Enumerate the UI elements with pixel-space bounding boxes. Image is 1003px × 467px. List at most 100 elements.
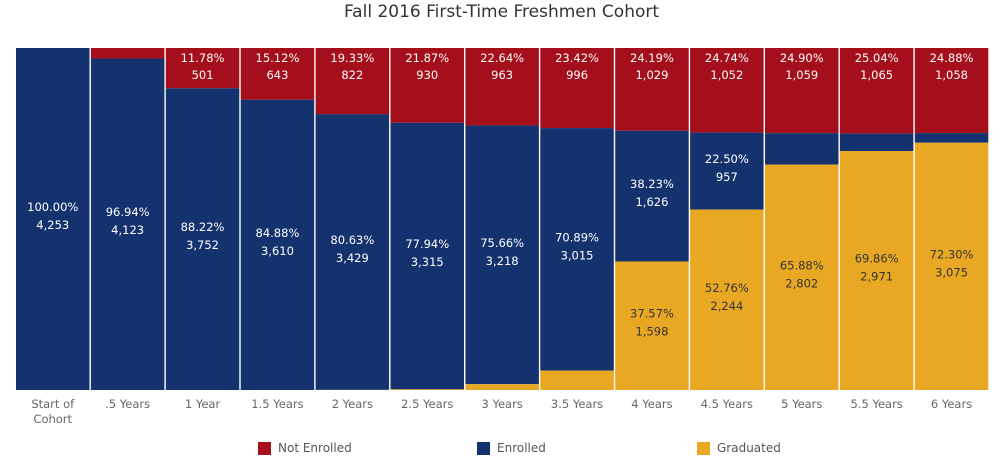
x-tick-label-10: 5 Years [781, 397, 822, 411]
legend: Not Enrolled Enrolled Graduated [0, 441, 1003, 461]
data-label-count-not-enrolled-11: 1,065 [860, 68, 893, 82]
data-label-count-not-enrolled-6: 963 [491, 68, 513, 82]
bar-enrolled-8 [615, 130, 689, 262]
data-label-percent-enrolled-8: 38.23% [630, 177, 674, 191]
data-label-percent-graduated-11: 69.86% [855, 252, 899, 266]
bar-enrolled-1 [90, 58, 165, 390]
bar-enrolled-11 [839, 133, 914, 152]
data-label-count-enrolled-1: 4,123 [111, 223, 144, 237]
data-label-count-enrolled-7: 3,015 [561, 248, 594, 262]
x-tick-label-1: .5 Years [105, 397, 150, 411]
legend-swatch-not-enrolled [258, 441, 271, 455]
bar-graduated-9 [690, 209, 764, 390]
x-tick-label-0-0: Start of [31, 397, 75, 411]
data-label-percent-enrolled-0: 100.00% [27, 200, 78, 214]
data-label-count-not-enrolled-7: 996 [566, 68, 588, 82]
bar-not-enrolled-4 [315, 48, 390, 115]
data-label-count-not-enrolled-12: 1,058 [935, 68, 968, 82]
bar-not-enrolled-3 [240, 48, 315, 100]
bar-enrolled-3 [240, 99, 315, 391]
bar-not-enrolled-6 [465, 48, 539, 126]
bar-enrolled-9 [690, 132, 764, 210]
data-label-count-not-enrolled-9: 1,052 [710, 68, 743, 82]
data-label-percent-graduated-8: 37.57% [630, 307, 674, 321]
data-label-percent-not-enrolled-10: 24.90% [780, 51, 824, 65]
data-label-count-not-enrolled-2: 501 [192, 68, 214, 82]
data-label-percent-enrolled-6: 75.66% [480, 236, 524, 250]
data-label-percent-graduated-9: 52.76% [705, 281, 749, 295]
legend-swatch-graduated [697, 441, 710, 455]
legend-item-graduated: Graduated [697, 441, 781, 455]
data-label-count-enrolled-8: 1,626 [635, 195, 668, 209]
bar-not-enrolled-9 [690, 48, 764, 133]
data-label-count-graduated-11: 2,971 [860, 270, 893, 284]
x-tick-label-5: 2.5 Years [401, 397, 453, 411]
x-tick-label-8: 4 Years [631, 397, 672, 411]
data-label-percent-not-enrolled-11: 25.04% [855, 51, 899, 65]
bar-enrolled-2 [165, 88, 240, 390]
data-label-count-not-enrolled-8: 1,029 [635, 68, 668, 82]
data-label-count-enrolled-2: 3,752 [186, 238, 219, 252]
data-label-percent-not-enrolled-8: 24.19% [630, 51, 674, 65]
bar-graduated-6 [465, 384, 539, 390]
bar-graduated-8 [615, 261, 689, 390]
bar-graduated-10 [765, 164, 839, 390]
data-label-percent-graduated-10: 65.88% [780, 258, 824, 272]
data-label-percent-enrolled-9: 22.50% [705, 152, 749, 166]
bar-enrolled-0 [16, 48, 90, 390]
x-tick-label-4: 2 Years [332, 397, 373, 411]
legend-item-enrolled: Enrolled [477, 441, 546, 455]
x-tick-label-0-1: Cohort [33, 412, 72, 426]
legend-swatch-enrolled [477, 441, 490, 455]
bar-enrolled-4 [315, 114, 390, 390]
data-label-percent-enrolled-7: 70.89% [555, 230, 599, 244]
bar-enrolled-7 [540, 128, 614, 371]
data-label-count-enrolled-0: 4,253 [36, 218, 69, 232]
bar-enrolled-12 [914, 133, 989, 143]
data-label-percent-graduated-12: 72.30% [930, 247, 974, 261]
x-tick-label-6: 3 Years [481, 397, 522, 411]
x-tick-label-9: 4.5 Years [701, 397, 753, 411]
data-label-count-not-enrolled-5: 930 [416, 68, 438, 82]
data-label-count-enrolled-5: 3,315 [411, 255, 444, 269]
bar-graduated-7 [540, 370, 614, 390]
x-tick-label-7: 3.5 Years [551, 397, 603, 411]
legend-item-not-enrolled: Not Enrolled [258, 441, 352, 455]
data-label-count-enrolled-4: 3,429 [336, 251, 369, 265]
bar-enrolled-10 [765, 133, 839, 165]
data-label-count-enrolled-6: 3,218 [486, 254, 519, 268]
data-label-percent-not-enrolled-4: 19.33% [330, 51, 374, 65]
data-label-count-not-enrolled-4: 822 [341, 68, 363, 82]
bar-not-enrolled-7 [540, 48, 614, 129]
bar-graduated-12 [914, 142, 989, 390]
data-label-percent-not-enrolled-5: 21.87% [405, 51, 449, 65]
bar-not-enrolled-11 [839, 48, 914, 134]
data-label-percent-not-enrolled-2: 11.78% [181, 51, 225, 65]
data-label-count-graduated-10: 2,802 [785, 276, 818, 290]
data-label-percent-enrolled-2: 88.22% [181, 220, 225, 234]
bar-not-enrolled-5 [390, 48, 464, 123]
bar-graduated-11 [839, 151, 914, 390]
data-label-count-not-enrolled-10: 1,059 [785, 68, 818, 82]
chart-title: Fall 2016 First-Time Freshmen Cohort [343, 2, 660, 22]
data-label-count-not-enrolled-3: 643 [266, 68, 288, 82]
data-label-percent-enrolled-4: 80.63% [330, 233, 374, 247]
data-label-percent-enrolled-3: 84.88% [256, 226, 300, 240]
bar-not-enrolled-8 [615, 48, 689, 131]
x-tick-label-2: 1 Year [185, 397, 221, 411]
data-label-count-graduated-12: 3,075 [935, 265, 968, 279]
legend-label-not-enrolled: Not Enrolled [278, 441, 352, 455]
bar-not-enrolled-10 [765, 48, 839, 134]
data-label-percent-not-enrolled-12: 24.88% [930, 51, 974, 65]
data-label-percent-enrolled-5: 77.94% [405, 237, 449, 251]
legend-label-graduated: Graduated [717, 441, 781, 455]
data-label-count-graduated-9: 2,244 [710, 299, 743, 313]
bar-not-enrolled-12 [914, 48, 989, 134]
data-label-percent-not-enrolled-6: 22.64% [480, 51, 524, 65]
bar-enrolled-6 [465, 125, 539, 385]
x-tick-label-12: 6 Years [931, 397, 972, 411]
legend-label-enrolled: Enrolled [497, 441, 546, 455]
bar-not-enrolled-1 [90, 48, 165, 59]
